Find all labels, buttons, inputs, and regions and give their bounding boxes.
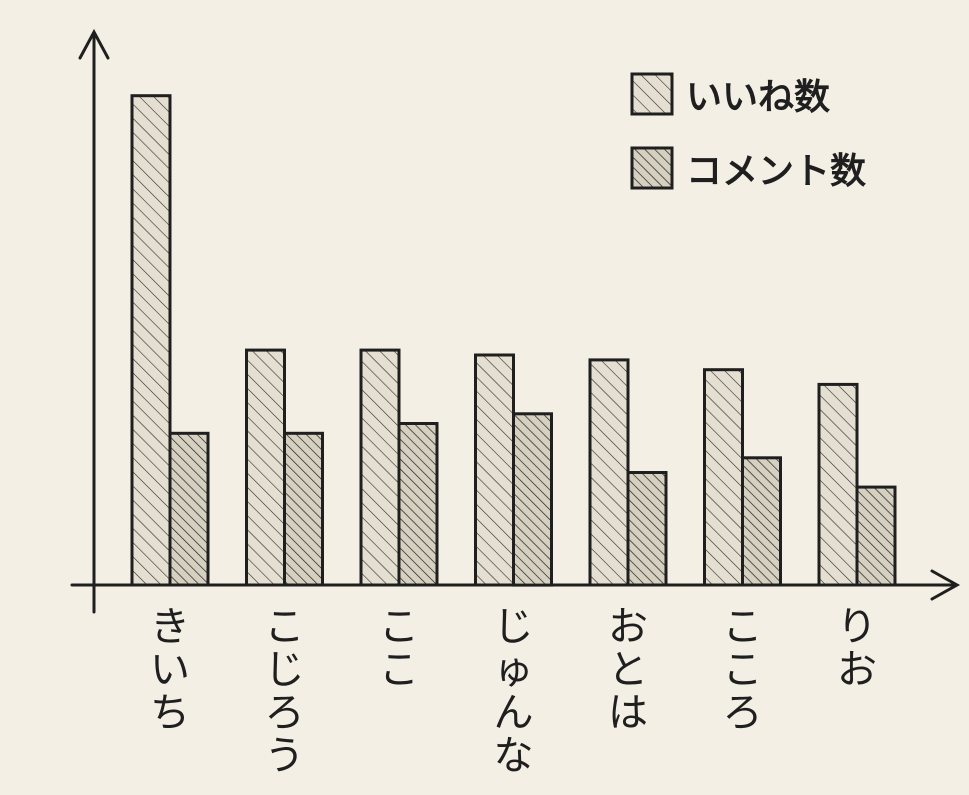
bar-comments-5 [626, 471, 668, 587]
category-label-1: きいち [150, 604, 190, 736]
category-label-4: じゅんな [494, 604, 534, 779]
category-label-6: こころ [723, 604, 763, 736]
bar-comments-1 [168, 431, 210, 587]
category-label-7: りお [837, 604, 877, 693]
legend-swatch-comments [630, 146, 674, 190]
bar-comments-7 [855, 485, 897, 587]
legend-item-comments: コメント数 [630, 146, 866, 192]
legend-item-likes: いいね数 [630, 72, 830, 118]
bar-likes-6 [703, 368, 744, 587]
x-axis-arrow [930, 569, 961, 601]
bar-likes-1 [130, 94, 172, 587]
bar-comments-6 [741, 456, 782, 587]
bar-comments-4 [512, 412, 553, 587]
legend-label-comments: コメント数 [686, 151, 866, 192]
category-label-5: おとは [608, 604, 648, 736]
bar-likes-4 [474, 353, 515, 587]
y-axis-arrow [78, 28, 110, 60]
legend: いいね数 コメント数 [630, 72, 866, 192]
legend-label-likes: いいね数 [686, 77, 830, 118]
legend-swatch-likes [630, 72, 674, 116]
bar-comments-3 [397, 422, 439, 587]
bar-likes-5 [588, 358, 630, 587]
bar-likes-3 [359, 348, 401, 587]
category-label-2: こじろう [265, 604, 305, 779]
bars [130, 94, 897, 587]
category-labels: きいち こじろう ここ じゅんな おとは こころ りお [150, 604, 877, 779]
bar-comments-2 [283, 431, 324, 587]
bar-likes-2 [245, 348, 286, 587]
category-label-3: ここ [379, 604, 419, 693]
bar-likes-7 [817, 382, 859, 587]
